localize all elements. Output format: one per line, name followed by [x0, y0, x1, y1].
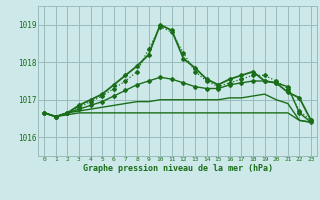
X-axis label: Graphe pression niveau de la mer (hPa): Graphe pression niveau de la mer (hPa) [83, 164, 273, 173]
